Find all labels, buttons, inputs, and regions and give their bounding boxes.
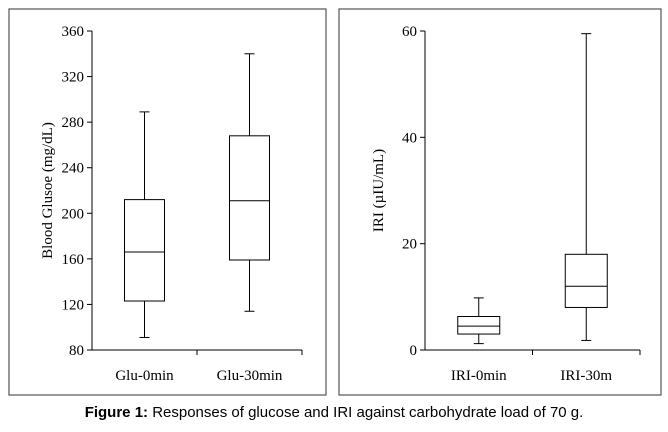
y-tick-label: 160 xyxy=(62,252,85,268)
y-tick-label: 20 xyxy=(402,237,417,253)
x-tick-label: Glu-30min xyxy=(217,368,283,384)
y-axis-label: Blood Glusoe (mg/dL) xyxy=(40,122,56,259)
box-iqr xyxy=(229,135,270,261)
x-tick-label: Glu-0min xyxy=(115,368,174,384)
box-iqr xyxy=(124,199,165,302)
y-tick-label: 40 xyxy=(402,130,417,146)
figure-caption: Figure 1: Responses of glucose and IRI a… xyxy=(0,404,668,428)
y-tick-label: 80 xyxy=(69,343,84,359)
box-iqr xyxy=(564,253,608,308)
left-panel-frame xyxy=(8,8,327,396)
iri-chart: 0 20 40 60 IRI (µIU/mL) IRI-0min IRI-30m xyxy=(371,24,641,384)
x-tick-label: IRI-30m xyxy=(560,368,612,384)
y-tick-label: 240 xyxy=(62,161,85,177)
x-tick-label: IRI-0min xyxy=(451,368,507,384)
y-axis-label: IRI (µIU/mL) xyxy=(371,149,387,232)
y-tick-label: 280 xyxy=(62,115,85,131)
y-tick-label: 320 xyxy=(62,70,85,86)
caption-label: Figure 1: xyxy=(84,404,149,421)
y-tick-label: 200 xyxy=(62,206,85,222)
y-tick-label: 360 xyxy=(62,24,85,40)
box-iqr xyxy=(457,316,501,335)
y-tick-label: 0 xyxy=(410,343,418,359)
y-tick-label: 120 xyxy=(62,297,85,313)
glucose-chart: 80 120 160 200 240 280 320 360 Blood Glusoe (mg/… xyxy=(40,24,303,384)
caption-text: Responses of glucose and IRI against car… xyxy=(148,404,584,421)
right-panel-frame xyxy=(338,8,662,396)
y-tick-label: 60 xyxy=(402,24,417,40)
